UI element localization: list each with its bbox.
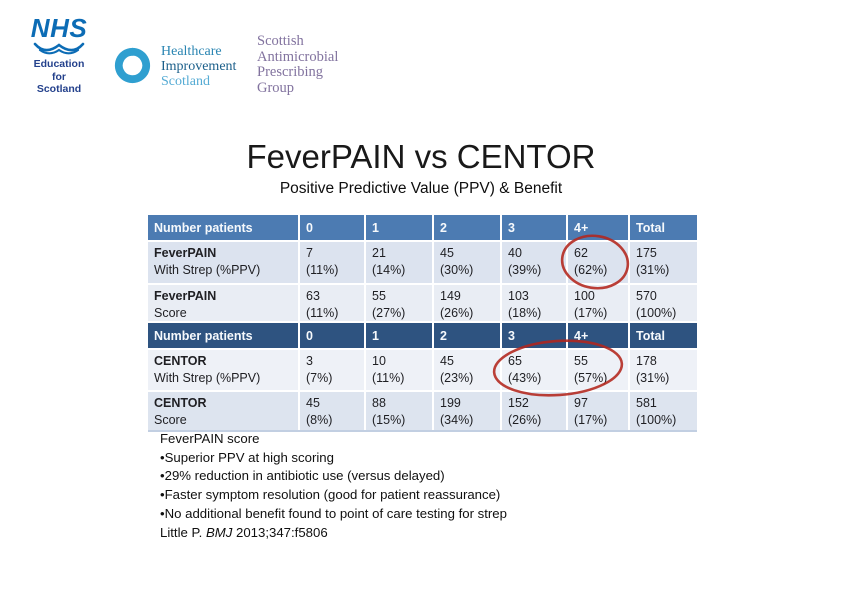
table-cell: 63 (11%) — [300, 285, 364, 321]
column-header: 1 — [366, 323, 432, 348]
row-label: FeverPAIN With Strep (%PPV) — [148, 242, 298, 283]
table-cell: 581 (100%) — [630, 392, 697, 430]
his-knot-icon — [114, 47, 151, 84]
table-cell: 40 (39%) — [502, 242, 566, 283]
table-cell: 21 (14%) — [366, 242, 432, 283]
table-cell: 10 (11%) — [366, 350, 432, 390]
table-cell: 100 (17%) — [568, 285, 628, 321]
note-bullet: •No additional benefit found to point of… — [160, 505, 507, 521]
column-header: Total — [630, 323, 697, 348]
table-cell: 152 (26%) — [502, 392, 566, 430]
table-cell: 199 (34%) — [434, 392, 500, 430]
column-header: Total — [630, 215, 697, 240]
row-label: CENTOR Score — [148, 392, 298, 430]
table-cell: 7 (11%) — [300, 242, 364, 283]
column-header: 4+ — [568, 215, 628, 240]
table-cell: 88 (15%) — [366, 392, 432, 430]
nhs-logo-text: Education for Scotland — [33, 58, 85, 95]
column-header: 1 — [366, 215, 432, 240]
column-header: 3 — [502, 215, 566, 240]
column-header: 4+ — [568, 323, 628, 348]
table-cell: 45 (30%) — [434, 242, 500, 283]
table-cell: 570 (100%) — [630, 285, 697, 321]
table-cell: 103 (18%) — [502, 285, 566, 321]
his-logo-text: Healthcare Improvement Scotland — [161, 44, 237, 89]
table-cell: 55 (27%) — [366, 285, 432, 321]
note-bullet: •Faster symptom resolution (good for pat… — [160, 487, 501, 503]
table-cell-circled: 62 (62%) — [568, 242, 628, 283]
comparison-table: Number patients 0 1 2 3 4+ Total FeverPA… — [148, 215, 697, 432]
sapg-logo-text: Scottish Antimicrobial Prescribing Group — [257, 33, 339, 96]
table-cell: 149 (26%) — [434, 285, 500, 321]
page-title: FeverPAIN vs CENTOR — [246, 138, 596, 175]
table-cell: 45 (23%) — [434, 350, 500, 390]
citation: Little P. BMJ 2013;347:f5806 — [160, 524, 328, 540]
nhs-wave-icon — [33, 42, 85, 55]
column-header: 3 — [502, 323, 566, 348]
table-cell: 178 (31%) — [630, 350, 697, 390]
page-subtitle: Positive Predictive Value (PPV) & Benefi… — [279, 180, 563, 197]
column-header: 0 — [300, 215, 364, 240]
column-header: Number patients — [148, 323, 298, 348]
notes-block: FeverPAIN score •Superior PPV at high sc… — [160, 430, 620, 542]
table-cell-circled: 55 (57%) — [568, 350, 628, 390]
column-header: Number patients — [148, 215, 298, 240]
notes-heading: FeverPAIN score — [160, 431, 260, 446]
column-header: 2 — [434, 215, 500, 240]
table-cell: 45 (8%) — [300, 392, 364, 430]
note-bullet: •29% reduction in antibiotic use (versus… — [160, 468, 445, 484]
row-label: CENTOR With Strep (%PPV) — [148, 350, 298, 390]
table-cell: 3 (7%) — [300, 350, 364, 390]
note-bullet: •Superior PPV at high scoring — [160, 449, 334, 465]
nhs-education-scotland-logo: NHS Education for Scotland — [30, 15, 88, 96]
row-label: FeverPAIN Score — [148, 285, 298, 321]
table-cell-circled: 65 (43%) — [502, 350, 566, 390]
nhs-wordmark: NHS — [30, 13, 88, 43]
column-header: 2 — [434, 323, 500, 348]
table-cell: 97 (17%) — [568, 392, 628, 430]
healthcare-improvement-scotland-logo: Healthcare Improvement Scotland — [109, 41, 236, 89]
table-cell: 175 (31%) — [630, 242, 697, 283]
column-header: 0 — [300, 323, 364, 348]
